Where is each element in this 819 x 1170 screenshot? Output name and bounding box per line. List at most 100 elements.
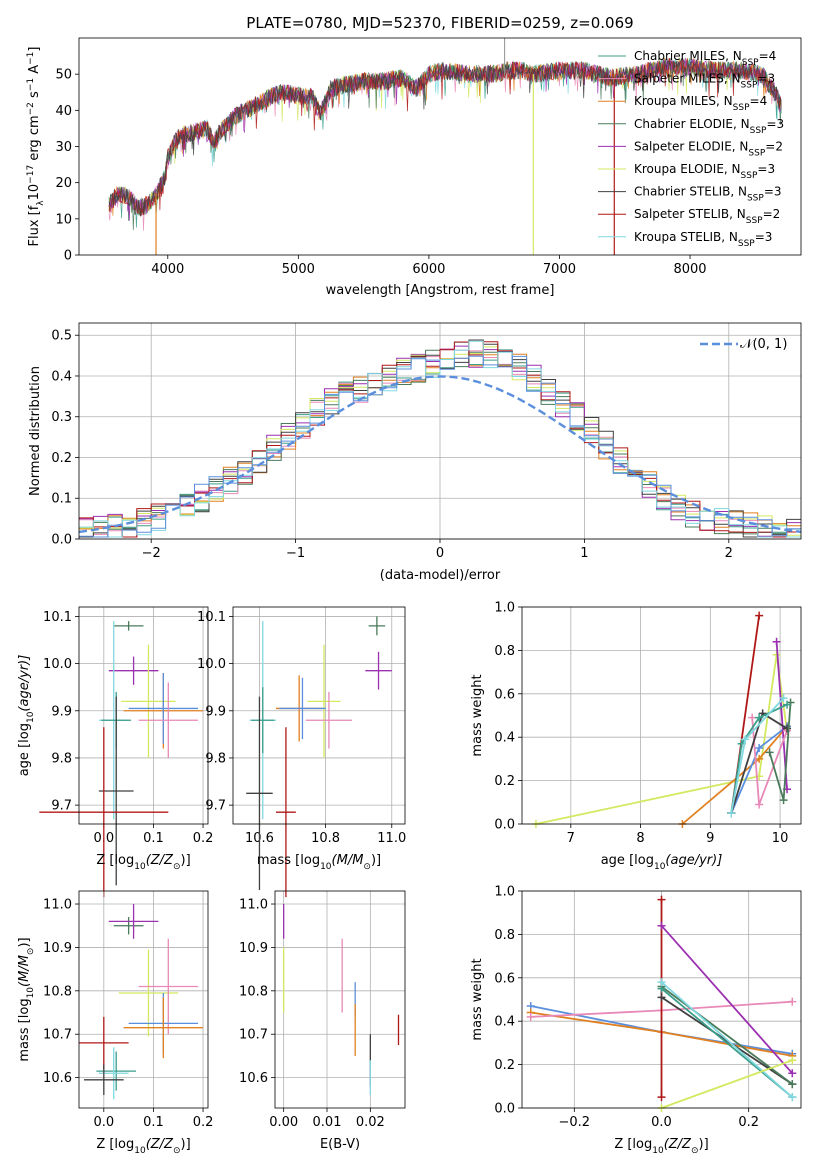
weight-marker [727,809,736,818]
axes-frame [521,606,802,825]
label-part: )] [181,1137,191,1152]
legend-label: Chabrier STELIB, NSSP=3 [634,185,782,204]
label-part: ⊙ [173,1146,181,1156]
y-tick-label: 0.0 [494,818,515,833]
label-part: A [27,65,42,78]
weight-marker [657,978,666,987]
y-tick-label: 0.4 [494,731,515,746]
weight-marker [657,921,666,930]
label-part: SSP [748,148,765,158]
x-tick-label: −2 [142,546,161,561]
legend-label: Chabrier ELODIE, NSSP=3 [634,117,784,136]
weight-marker [788,1056,797,1065]
label-part: ⊙ [26,948,36,956]
x-tick-label: 11.0 [377,831,406,846]
axes-frame [78,606,209,825]
axes-age_vs_Z: 0.0 0.1 0.29.79.89.910.010.1 [43,607,213,846]
x-tick-label: 2 [725,546,733,561]
label-part: Kroupa MILES, N [634,94,733,108]
label-part: −1 [26,52,36,65]
weight-marker [657,895,666,904]
label-part: =3 [755,230,773,244]
axes-frame [274,890,406,1109]
weight-marker [755,800,764,809]
label-part: Kroupa ELODIE, N [634,162,741,176]
label-part: =2 [763,207,781,221]
errorbars-mass_vs_ebv [283,904,400,1095]
label-part: 10 [652,1146,664,1156]
y-axis-label: mass [log10(M/M⊙)] [17,937,36,1061]
label-part: (M/M [17,955,32,987]
x-tick-label: 5000 [282,262,315,277]
label-part: λ [36,200,46,206]
label-part: SSP [741,81,758,91]
weight-marker [772,637,781,646]
label-part: 10 [134,862,146,872]
weight-marker [779,796,788,805]
weight-line [660,925,793,1074]
axes-spectrum: 4000 5000 6000 7000 8000 0 10 20 30 40 50 [55,68,706,277]
weight-marker [657,1093,666,1102]
label-part: SSP [750,126,767,136]
y-tick-label: 10.0 [43,657,72,672]
y-tick-label: 10.9 [43,941,72,956]
axes-histogram: −2 −1 0 1 2 0.0 0.1 0.2 0.3 0.4 0.5 [51,323,801,561]
x-tick-label: 0.2 [193,831,214,846]
label-part: ⊙ [173,862,181,872]
y-tick-label: 9.7 [51,799,72,814]
label-part: Z [log [614,1137,652,1152]
x-axis-label: age [log10(age/yr)] [601,853,723,872]
y-tick-label: 0.2 [494,774,515,789]
y-tick-label: 0.1 [51,492,72,507]
weight-line [660,981,793,1098]
label-part: ] [27,47,42,52]
y-tick-label: 0.6 [494,971,515,986]
x-tick-label: 9 [706,831,714,846]
label-part: −1 [26,78,36,91]
x-tick-label: 0.00 [269,1115,298,1130]
label-part: (Z/Z [146,853,174,868]
y-tick-label: 10.6 [43,1071,72,1086]
label-part: (age/yr)] [665,853,722,868]
label-part: Chabrier ELODIE, N [634,117,750,131]
y-axis-label: age [log10(age/yr)] [17,655,36,777]
y-tick-label: 0.4 [494,1015,515,1030]
label-part: Z [log [96,1137,134,1152]
label-part: Z [log [96,853,134,868]
label-part: =3 [757,162,775,176]
x-tick-label: 0.0 [651,1115,672,1130]
y-tick-label: 10.8 [239,984,268,999]
x-tick-label: 10 [772,831,789,846]
y-tick-label: 0.3 [51,410,72,425]
y-tick-label: 40 [55,104,72,119]
label-part: )] [181,853,191,868]
label-part: Flux [f [27,205,42,246]
weight-marker [783,724,792,733]
y-axis-label: mass weight [470,674,485,756]
label-part: 10 [134,1146,146,1156]
label-part: 10 [320,862,332,872]
x-tick-label: −0.2 [559,1115,591,1130]
spectrum-line [108,58,782,217]
label-part: (age/yr)] [17,655,32,712]
y-tick-label: 0.8 [494,644,515,659]
label-part: (M/M [332,853,364,868]
y-tick-label: 0.0 [51,533,72,548]
label-part: −17 [26,165,36,184]
weight-marker [788,1093,797,1102]
legend-label: Kroupa ELODIE, NSSP=3 [634,162,775,181]
legend-label: Kroupa STELIB, NSSP=3 [634,230,772,249]
y-tick-label: 9.9 [205,704,226,719]
y-tick-label: 0.2 [494,1058,515,1073]
label-part: Salpeter STELIB, N [634,207,746,221]
label-part: Salpeter ELODIE, N [634,139,748,153]
label-part: 10 [27,184,42,201]
label-part: erg cm [27,115,42,164]
spectrum-line [108,58,782,216]
x-tick-label: 0.0 [93,1115,114,1130]
weight-marker [526,1012,535,1021]
y-tick-label: 0.0 [494,1102,515,1117]
y-tick-label: 10.7 [239,1028,268,1043]
